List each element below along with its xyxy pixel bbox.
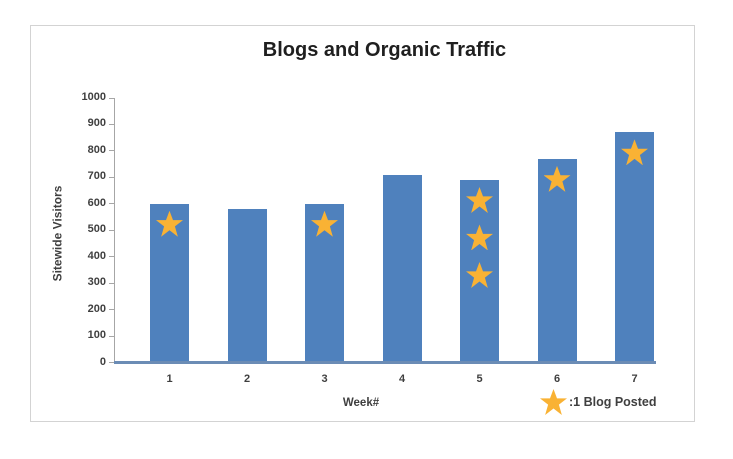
y-tick-label: 600 <box>87 196 106 209</box>
plot-area: 1000 900 800 700 600 500 400 300 200 100 0 1 2 3 4 5 6 7 <box>31 26 694 421</box>
y-tick <box>109 282 114 284</box>
legend-label: :1 Blog Posted <box>569 395 657 409</box>
star-icon <box>540 389 567 415</box>
chart-frame: Blogs and Organic Traffic Sitewide Visit… <box>30 25 695 422</box>
x-tick-label: 6 <box>553 373 561 385</box>
x-tick-label: 4 <box>398 373 406 385</box>
y-tick <box>109 309 114 311</box>
y-tick <box>109 335 114 337</box>
bar-week-6 <box>537 158 577 363</box>
y-tick <box>109 97 114 99</box>
x-axis-title: Week# <box>342 397 380 409</box>
x-tick-label: 3 <box>321 373 328 385</box>
y-tick <box>109 362 114 363</box>
y-tick-label: 500 <box>87 223 106 236</box>
y-tick-label: 300 <box>87 276 106 289</box>
y-axis-line <box>114 98 115 363</box>
y-tick-label: 900 <box>87 117 106 130</box>
bar-week-2 <box>227 209 267 363</box>
x-tick-label: 1 <box>166 373 173 385</box>
y-tick <box>109 256 114 258</box>
x-tick-label: 2 <box>243 373 251 385</box>
y-tick-label: 400 <box>87 249 106 262</box>
x-axis-line <box>114 361 656 364</box>
y-tick <box>109 123 114 125</box>
y-tick <box>109 150 114 152</box>
y-tick-label: 700 <box>87 170 106 183</box>
bar-week-7 <box>615 132 654 363</box>
y-tick-label: 200 <box>87 302 106 315</box>
x-tick-label: 7 <box>631 373 638 385</box>
chart-title: Blogs and Organic Traffic <box>262 39 507 61</box>
y-tick-label: 1000 <box>81 91 106 103</box>
y-tick <box>109 176 114 178</box>
bar-week-4 <box>382 174 422 363</box>
legend: :1 Blog Posted <box>540 389 657 415</box>
x-tick-label: 5 <box>476 373 483 385</box>
y-tick <box>109 203 114 205</box>
y-tick-label: 0 <box>99 355 106 368</box>
y-tick-label: 800 <box>87 143 106 156</box>
y-tick <box>109 229 114 231</box>
y-tick-label: 100 <box>87 329 106 342</box>
